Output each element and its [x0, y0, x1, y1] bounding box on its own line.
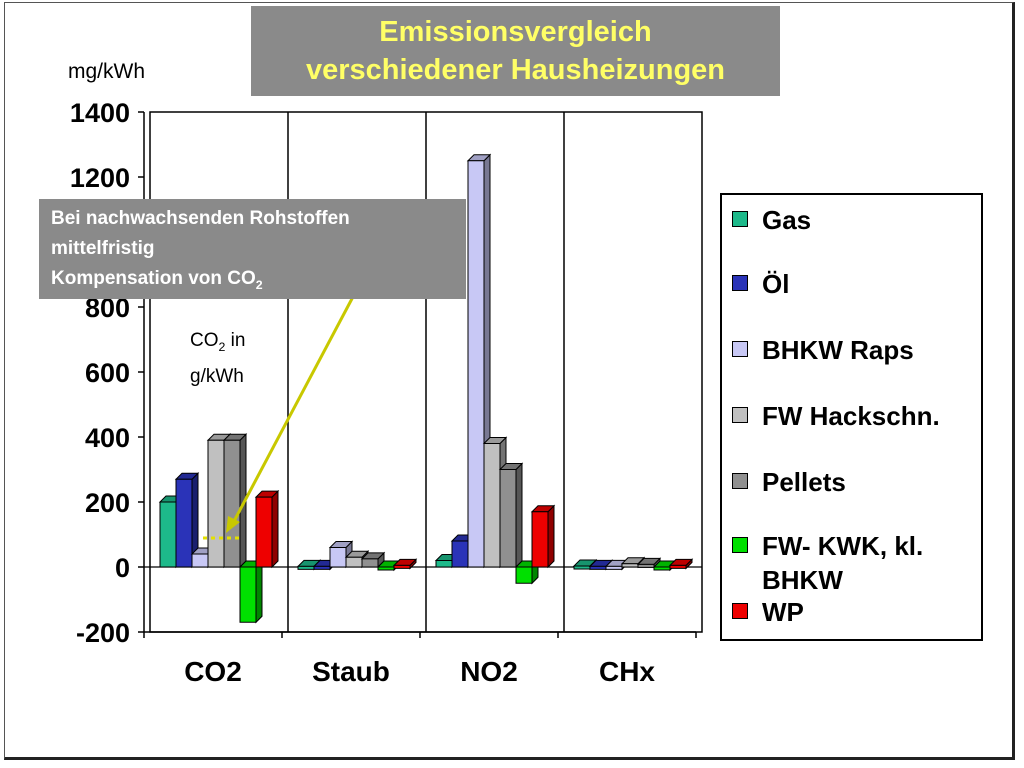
legend-label: BHKW Raps [762, 335, 914, 365]
legend-item: BHKW Raps [732, 333, 982, 367]
bar-Gas [159, 501, 177, 568]
x-tick-label: CO2 [184, 656, 242, 687]
legend-item: FW Hackschn. [732, 399, 982, 433]
bar-WP [669, 564, 687, 569]
legend-swatch [732, 341, 748, 357]
legend-swatch [732, 473, 748, 489]
legend-swatch [732, 275, 748, 291]
bar-FW Hackschn. [483, 443, 501, 568]
legend-label: FW Hackschn. [762, 401, 940, 431]
bar-WP [531, 511, 549, 568]
legend-swatch [732, 211, 748, 227]
bar-BHKW Raps [467, 160, 485, 568]
bar-Öl [451, 540, 469, 568]
bar-WP [255, 496, 273, 568]
title-line-1: Emissionsvergleich [379, 16, 652, 48]
note-line-3: Kompensation von CO2 [51, 268, 263, 292]
legend-swatch [732, 407, 748, 423]
note-line-2: mittelfristig [51, 238, 155, 259]
legend-item: Öl [732, 267, 982, 301]
legend-label: WP [762, 597, 804, 627]
chart-title: Emissionsvergleich verschiedener Haushei… [251, 6, 780, 96]
bar-BHKW Raps [605, 565, 623, 570]
bar-side-FW- KWK, kl. BHKW [255, 559, 263, 624]
bar-BHKW Raps [329, 547, 347, 568]
bar-Pellets [361, 558, 379, 568]
bar-FW- KWK, kl. BHKW [377, 566, 395, 571]
y-tick-label: 200 [85, 488, 130, 518]
bar-FW- KWK, kl. BHKW [653, 566, 671, 571]
annotation-arrow-line [230, 292, 357, 526]
bar-WP [393, 564, 411, 569]
legend-item: Gas [732, 203, 982, 237]
bar-Gas [297, 565, 315, 570]
bar-Öl [589, 565, 607, 570]
legend-label: Pellets [762, 467, 846, 497]
bar-Pellets [637, 563, 655, 568]
legend-label: FW- KWK, kl. BHKW [762, 531, 924, 595]
co2-annotation-line-2: g/kWh [190, 365, 244, 387]
x-tick-label: CHx [599, 656, 655, 687]
x-tick-label: Staub [312, 656, 390, 687]
co2-annotation-line-1: CO2 in [190, 330, 246, 354]
slide-frame [4, 2, 1015, 760]
bar-side-WP [271, 489, 279, 569]
annotation-note-box: Bei nachwachsenden Rohstoffen mittelfris… [39, 199, 466, 299]
bar-FW- KWK, kl. BHKW [515, 566, 533, 584]
y-tick-label: 400 [85, 423, 130, 453]
annotation-arrow-head [226, 516, 240, 533]
y-tick-label: 600 [85, 358, 130, 388]
bar-Öl [313, 565, 331, 570]
note-line-1: Bei nachwachsenden Rohstoffen [51, 208, 350, 229]
y-axis-unit-label: mg/kWh [68, 60, 146, 83]
bar-Gas [573, 565, 591, 570]
bar-FW- KWK, kl. BHKW [239, 566, 257, 623]
bar-FW Hackschn. [207, 439, 225, 568]
bar-FW Hackschn. [621, 563, 639, 568]
y-tick-label: 0 [115, 553, 130, 583]
bar-Öl [175, 478, 193, 568]
bar-side-Pellets [515, 462, 523, 569]
y-tick-label: 1400 [70, 98, 130, 128]
bar-side-WP [547, 504, 555, 569]
bar-BHKW Raps [191, 553, 209, 568]
legend-item: Pellets [732, 465, 982, 499]
legend-label: Öl [762, 269, 790, 299]
legend-swatch [732, 603, 748, 619]
x-tick-label: NO2 [460, 656, 518, 687]
title-line-2: verschiedener Hausheizungen [305, 54, 726, 86]
co2-unit-annotation: CO2 in g/kWh [190, 326, 245, 391]
bar-Gas [435, 560, 453, 568]
bar-FW Hackschn. [345, 556, 363, 568]
y-tick-label: -200 [76, 618, 130, 648]
legend-swatch [732, 537, 748, 553]
chart-legend: Gas Öl BHKW Raps FW Hackschn. Pellets FW- KWK… [720, 193, 983, 641]
bar-Pellets [499, 469, 517, 568]
y-tick-label: 1200 [70, 163, 130, 193]
legend-item: WP [732, 595, 982, 629]
bar-Pellets [223, 439, 241, 568]
legend-item: FW- KWK, kl. BHKW [732, 529, 982, 597]
legend-label: Gas [762, 205, 812, 235]
